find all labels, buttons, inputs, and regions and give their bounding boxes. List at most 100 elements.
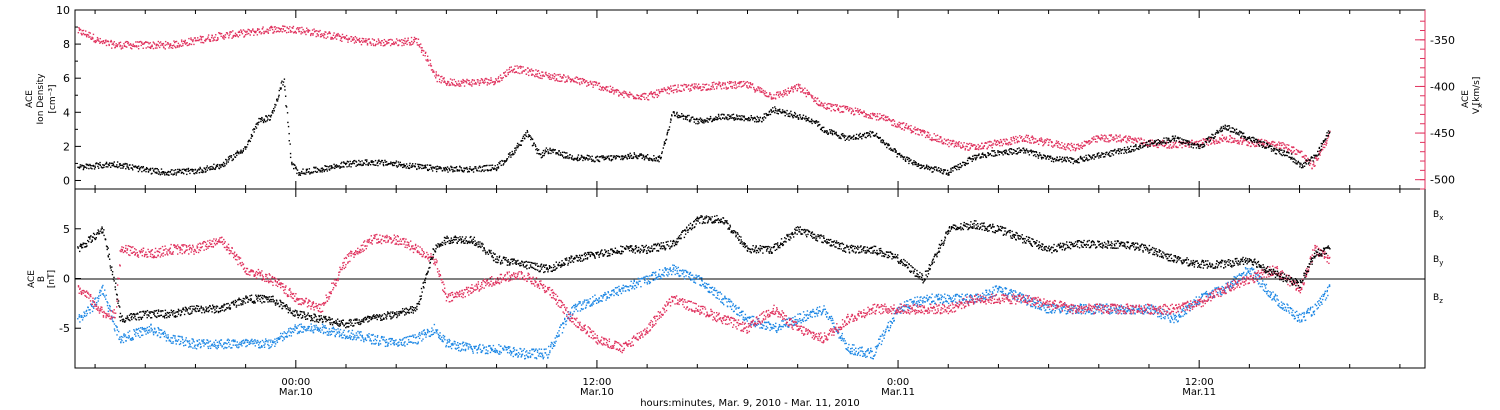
density-point xyxy=(761,120,763,123)
vx-point xyxy=(539,77,542,79)
density-point xyxy=(1023,152,1025,154)
density-point xyxy=(871,132,873,134)
density-point xyxy=(622,157,625,160)
density-point xyxy=(944,169,947,171)
vx-point xyxy=(307,31,309,33)
vx-point xyxy=(286,27,288,29)
vx-point xyxy=(469,82,471,84)
bottom-left-tick-label: 0 xyxy=(63,273,70,286)
vx-point xyxy=(626,94,628,96)
density-point xyxy=(227,156,230,158)
vx-point xyxy=(171,45,174,47)
vx-point xyxy=(1266,141,1269,143)
density-point xyxy=(233,154,235,156)
vx-point xyxy=(975,148,977,150)
density-point xyxy=(704,121,707,123)
vx-point xyxy=(828,107,831,110)
vx-point xyxy=(125,45,127,48)
density-point xyxy=(404,165,407,167)
density-point xyxy=(608,159,611,161)
vx-point xyxy=(420,51,423,53)
vx-point xyxy=(1084,140,1087,143)
vx-point xyxy=(237,31,240,34)
density-point xyxy=(298,172,300,174)
vx-point xyxy=(384,40,387,42)
density-point xyxy=(830,129,833,131)
vx-point xyxy=(653,91,655,94)
density-point xyxy=(725,116,727,118)
density-point xyxy=(328,166,330,168)
density-point xyxy=(1316,155,1318,157)
density-point xyxy=(145,166,148,169)
vx-point xyxy=(1326,139,1328,142)
density-point xyxy=(296,172,298,175)
vx-point xyxy=(901,128,904,130)
vx-point xyxy=(836,108,839,111)
vx-point xyxy=(889,119,891,121)
density-point xyxy=(1025,148,1028,150)
vx-point xyxy=(137,45,140,47)
density-point xyxy=(576,156,579,158)
by-point xyxy=(169,340,172,343)
density-point xyxy=(587,159,589,161)
density-point xyxy=(146,168,148,170)
density-point xyxy=(946,169,949,172)
vx-point xyxy=(371,38,374,40)
vx-point xyxy=(1272,143,1274,146)
vx-point xyxy=(1264,139,1266,141)
density-point xyxy=(469,168,471,170)
vx-point xyxy=(1097,136,1100,139)
density-point xyxy=(131,169,134,171)
density-point xyxy=(682,115,684,118)
by-point xyxy=(94,303,96,306)
density-point xyxy=(795,116,798,118)
density-point xyxy=(604,156,606,158)
vx-point xyxy=(523,70,526,72)
density-point xyxy=(790,113,793,116)
vx-point xyxy=(407,39,409,41)
vx-point xyxy=(331,36,333,39)
density-point xyxy=(671,115,673,117)
density-point xyxy=(1140,147,1142,149)
by-point xyxy=(94,298,96,300)
vx-point xyxy=(760,88,763,90)
density-point xyxy=(1117,149,1120,152)
density-point xyxy=(719,117,721,119)
density-point xyxy=(1113,149,1115,152)
vx-point xyxy=(1251,142,1254,144)
vx-point xyxy=(152,47,155,50)
vx-point xyxy=(190,38,192,41)
vx-point xyxy=(1216,142,1219,144)
vx-point xyxy=(494,82,497,84)
density-point xyxy=(585,157,588,160)
by-point xyxy=(103,294,105,297)
density-point xyxy=(401,166,404,169)
density-point xyxy=(227,161,230,163)
by-point xyxy=(227,338,229,340)
density-point xyxy=(927,168,929,170)
vx-point xyxy=(507,73,509,76)
vx-point xyxy=(244,31,247,33)
density-point xyxy=(171,169,173,171)
density-point xyxy=(853,134,855,137)
vx-point xyxy=(831,103,833,106)
density-point xyxy=(979,156,982,158)
vx-point xyxy=(1099,137,1101,140)
by-point xyxy=(197,343,200,346)
vx-point xyxy=(922,129,924,131)
density-point xyxy=(1240,131,1242,133)
vx-point xyxy=(93,40,96,42)
vx-point xyxy=(86,35,88,38)
vx-point xyxy=(818,100,821,102)
density-point xyxy=(216,165,219,167)
vx-point xyxy=(287,31,290,33)
vx-point xyxy=(769,92,771,94)
vx-point xyxy=(1288,144,1290,146)
density-point xyxy=(294,167,297,169)
vx-point xyxy=(1219,137,1221,139)
density-point xyxy=(1075,161,1077,163)
vx-point xyxy=(1025,140,1027,142)
vx-point xyxy=(1182,143,1184,145)
density-point xyxy=(1255,138,1258,141)
vx-point xyxy=(696,85,699,87)
